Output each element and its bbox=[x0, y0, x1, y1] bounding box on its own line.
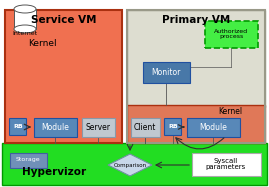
Text: Storage: Storage bbox=[16, 157, 40, 163]
FancyBboxPatch shape bbox=[9, 153, 47, 168]
FancyBboxPatch shape bbox=[204, 21, 257, 47]
FancyBboxPatch shape bbox=[127, 105, 265, 143]
Text: Comparison: Comparison bbox=[114, 163, 147, 168]
FancyBboxPatch shape bbox=[2, 143, 267, 185]
FancyBboxPatch shape bbox=[14, 9, 36, 29]
FancyBboxPatch shape bbox=[165, 119, 182, 136]
Text: RB: RB bbox=[13, 125, 23, 130]
FancyBboxPatch shape bbox=[192, 153, 260, 176]
FancyBboxPatch shape bbox=[186, 117, 239, 137]
Text: Server: Server bbox=[86, 122, 111, 131]
Text: Module: Module bbox=[199, 122, 227, 131]
Text: Internet: Internet bbox=[12, 31, 38, 36]
Text: Client: Client bbox=[134, 122, 156, 131]
Ellipse shape bbox=[14, 5, 36, 13]
Text: Kernel: Kernel bbox=[218, 107, 242, 116]
Text: Hypervizor: Hypervizor bbox=[22, 167, 86, 177]
Text: Primary VM: Primary VM bbox=[162, 15, 230, 25]
Text: Authorized
process: Authorized process bbox=[214, 29, 248, 39]
FancyBboxPatch shape bbox=[130, 117, 160, 137]
Ellipse shape bbox=[14, 25, 36, 33]
FancyBboxPatch shape bbox=[5, 10, 122, 143]
Text: Service VM: Service VM bbox=[31, 15, 97, 25]
Text: Monitor: Monitor bbox=[151, 68, 181, 76]
Text: Module: Module bbox=[41, 122, 69, 131]
FancyBboxPatch shape bbox=[34, 117, 76, 137]
FancyBboxPatch shape bbox=[143, 62, 189, 82]
Text: Kernel: Kernel bbox=[28, 39, 56, 48]
Polygon shape bbox=[108, 154, 152, 176]
Text: Syscall
parameters: Syscall parameters bbox=[206, 157, 246, 171]
FancyBboxPatch shape bbox=[9, 119, 27, 136]
FancyBboxPatch shape bbox=[127, 10, 265, 107]
Text: RB: RB bbox=[168, 125, 178, 130]
FancyBboxPatch shape bbox=[82, 117, 115, 137]
